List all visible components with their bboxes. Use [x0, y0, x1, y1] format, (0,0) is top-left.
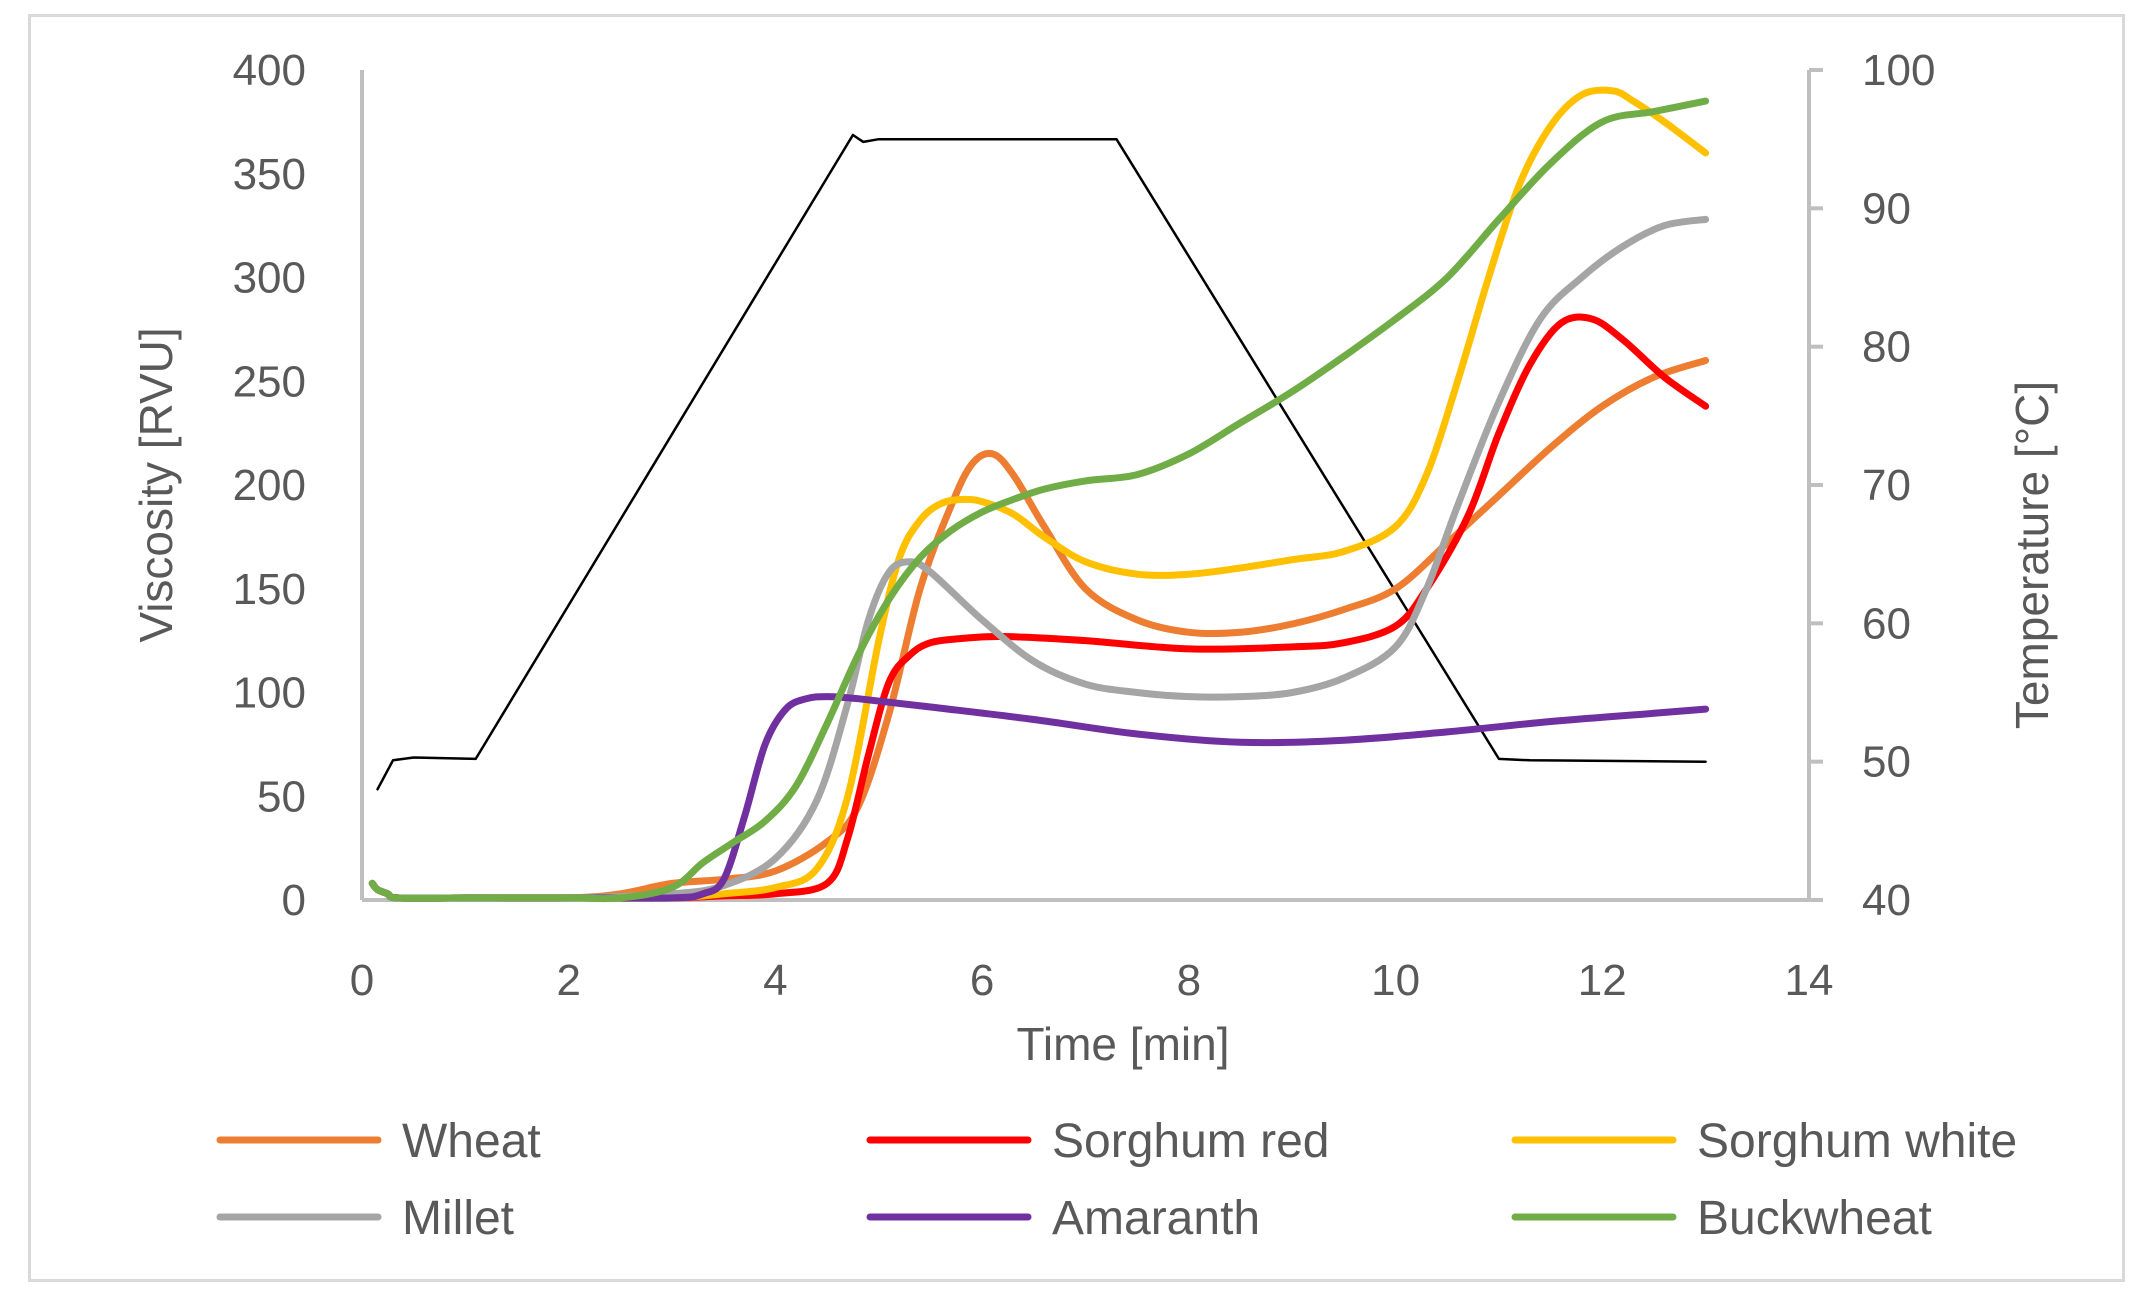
legend-item-sorghum-white: Sorghum white — [1511, 1115, 2017, 1168]
series-line-temperature — [376, 133, 1707, 791]
y2-tick-label: 60 — [1862, 599, 1911, 648]
series-line-buckwheat — [368, 97, 1710, 903]
legend: Wheat Sorghum red Sorghum white Millet Amara… — [216, 1115, 2017, 1245]
y2-tick-label: 50 — [1862, 738, 1911, 787]
y2-tick-label: 100 — [1862, 46, 1935, 95]
y-tick-label: 200 — [233, 461, 306, 510]
series-lines — [368, 86, 1710, 903]
series-line-millet — [368, 215, 1710, 902]
axis-titles: Time [min] Viscosity [RVU] Temperature [°C… — [130, 327, 2058, 1070]
y-axis-title: Viscosity [RVU] — [130, 327, 182, 642]
legend-item-sorghum-red: Sorghum red — [866, 1115, 1329, 1168]
y2-tick-label: 80 — [1862, 323, 1911, 372]
legend-item-amaranth: Amaranth — [866, 1192, 1260, 1245]
x-tick-label: 2 — [556, 956, 580, 1005]
y-tick-label: 50 — [257, 772, 306, 821]
x-axis-title: Time [min] — [1017, 1018, 1230, 1070]
legend-item-buckwheat: Buckwheat — [1511, 1192, 1932, 1245]
x-tick-label: 4 — [763, 956, 787, 1005]
legend-label: Buckwheat — [1697, 1192, 1932, 1245]
chart-frame — [28, 14, 2125, 1282]
legend-label: Amaranth — [1052, 1192, 1260, 1245]
y-tick-label: 0 — [282, 876, 306, 925]
y-tick-label: 350 — [233, 150, 306, 199]
x-tick-label: 8 — [1177, 956, 1201, 1005]
x-tick-label: 6 — [970, 956, 994, 1005]
y2-tick-label: 90 — [1862, 184, 1911, 233]
tick-labels: 0 50 100 150 200 250 300 350 400 40 50 60 70 80 90 100 0… — [233, 46, 1936, 1005]
y-tick-label: 100 — [233, 669, 306, 718]
legend-label: Millet — [402, 1192, 514, 1245]
y-tick-label: 150 — [233, 565, 306, 614]
legend-item-wheat: Wheat — [216, 1115, 541, 1168]
y-tick-label: 250 — [233, 357, 306, 406]
y2-tick-label: 70 — [1862, 461, 1911, 510]
legend-label: Sorghum red — [1052, 1115, 1329, 1168]
x-tick-label: 0 — [350, 956, 374, 1005]
y-tick-label: 300 — [233, 254, 306, 303]
x-tick-label: 12 — [1578, 956, 1627, 1005]
series-line-sorghum-red — [368, 313, 1710, 902]
y-tick-label: 400 — [233, 46, 306, 95]
y2-axis-title: Temperature [°C] — [2006, 381, 2058, 729]
series-line-wheat — [368, 357, 1710, 902]
legend-label: Wheat — [402, 1115, 541, 1168]
series-line-amaranth — [368, 693, 1710, 902]
x-tick-label: 10 — [1371, 956, 1420, 1005]
x-tick-label: 14 — [1785, 956, 1834, 1005]
y2-tick-label: 40 — [1862, 876, 1911, 925]
axes — [360, 68, 1823, 902]
legend-label: Sorghum white — [1697, 1115, 2017, 1168]
legend-item-millet: Millet — [216, 1192, 514, 1245]
